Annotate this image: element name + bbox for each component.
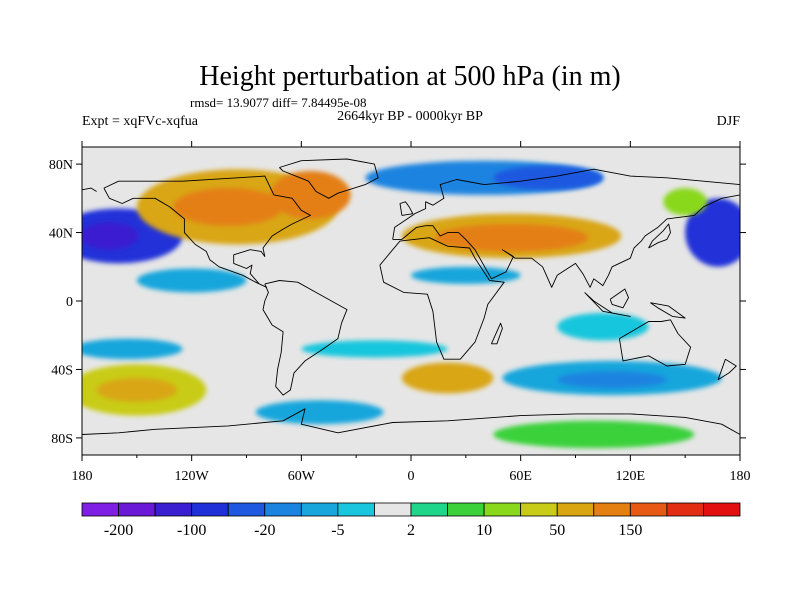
- coastline-greenland: [279, 158, 379, 199]
- colorbar-box: [447, 502, 485, 517]
- colorbar-box: [81, 502, 119, 517]
- field-southern-ocean-low: [255, 400, 384, 425]
- field-eurasia-high-core: [434, 224, 589, 252]
- field-antarctic-high: [493, 420, 695, 449]
- field-australia-low: [557, 312, 649, 341]
- x-tick-label: 180: [730, 469, 751, 484]
- colorbar-box: [556, 502, 595, 517]
- coastline-indonesia: [584, 292, 631, 317]
- coastline-australia: [618, 319, 692, 367]
- coastline-borneo: [609, 288, 629, 309]
- x-tick-label: 120W: [175, 469, 210, 484]
- coastlines: [82, 158, 740, 435]
- field-south-pacific-high-core: [96, 378, 178, 402]
- coastline-japan: [648, 223, 671, 249]
- coastline-africa: [379, 237, 505, 360]
- coastline-north-america: [103, 175, 311, 288]
- y-axis-ticks: 80N 40N 0 40S 80S: [49, 158, 746, 447]
- experiment-label: Expt = xqFVc-xqfua: [82, 114, 199, 129]
- colorbar-box: [118, 502, 156, 517]
- x-axis-ticks: 180 120W 60W 0 60E 120E 180: [72, 141, 751, 484]
- colorbar-box: [629, 502, 668, 517]
- field-south-pacific-mid: [301, 340, 448, 358]
- y-tick-label: 80N: [49, 158, 73, 173]
- coastline-south-america: [262, 280, 348, 396]
- field-tropical-low-atlantic: [136, 268, 247, 293]
- colorbar-box: [666, 502, 704, 517]
- field-south-atlantic-high: [401, 362, 494, 394]
- field-north-pacific-low-core: [82, 222, 139, 250]
- field-west-pacific-high: [663, 188, 708, 216]
- colorbar-label: -20: [254, 522, 275, 539]
- stats-label: rmsd= 13.9077 diff= 7.84495e-08: [190, 95, 367, 110]
- field-south-indian-low-core: [557, 371, 667, 389]
- colorbar-label: 50: [549, 522, 565, 539]
- coastline-new-zealand: [717, 358, 737, 381]
- field-greenland-high: [270, 170, 351, 219]
- colorbar-box: [374, 502, 412, 517]
- colorbar: -200 -100 -20 -5 2 10 50 150: [81, 502, 741, 539]
- y-tick-label: 40S: [51, 363, 73, 378]
- colorbar-box: [227, 502, 266, 517]
- x-tick-label: 180: [72, 469, 93, 484]
- coastline-alaska-tail: [82, 187, 97, 192]
- x-tick-label: 60E: [509, 469, 532, 484]
- period-label: 2664kyr BP - 0000kyr BP: [337, 109, 483, 124]
- colorbar-box: [337, 502, 375, 517]
- colorbar-box: [593, 502, 631, 517]
- colorbar-box: [410, 502, 448, 517]
- field-tropical-low-africa: [411, 266, 521, 284]
- colorbar-label: 10: [476, 522, 492, 539]
- colorbar-box: [154, 502, 193, 517]
- x-tick-label: 120E: [616, 469, 646, 484]
- colorbar-label: -5: [331, 522, 344, 539]
- coastline-madagascar: [490, 322, 503, 345]
- field-north-america-high-core: [173, 188, 284, 226]
- colorbar-box: [520, 502, 558, 517]
- x-tick-label: 60W: [288, 469, 316, 484]
- coastline-new-guinea: [650, 302, 686, 319]
- y-tick-label: 80S: [51, 432, 73, 447]
- contour-field: [82, 160, 740, 449]
- colorbar-box: [191, 502, 229, 517]
- x-tick-label: 0: [408, 469, 415, 484]
- colorbar-label: 150: [618, 522, 642, 539]
- colorbar-label: -100: [177, 522, 206, 539]
- y-tick-label: 0: [66, 295, 73, 310]
- map-title: Height perturbation at 500 hPa (in m): [199, 61, 620, 92]
- field-nw-pacific-low: [685, 198, 740, 267]
- colorbar-box: [264, 502, 302, 517]
- coastline-antarctica: [82, 408, 740, 435]
- coastline-eurasia: [392, 168, 740, 288]
- season-label: DJF: [717, 114, 741, 129]
- colorbar-box: [483, 502, 522, 517]
- y-tick-label: 40N: [49, 227, 73, 242]
- colorbar-label: 2: [407, 522, 415, 539]
- map-panel: 180 120W 60W 0 60E 120E 180 80N 40N 0 40S 80S: [49, 141, 751, 484]
- coastline-uk: [399, 201, 414, 216]
- colorbar-label: -200: [104, 522, 133, 539]
- colorbar-box: [300, 502, 339, 517]
- colorbar-box: [703, 502, 741, 517]
- field-south-pacific-low: [82, 338, 183, 360]
